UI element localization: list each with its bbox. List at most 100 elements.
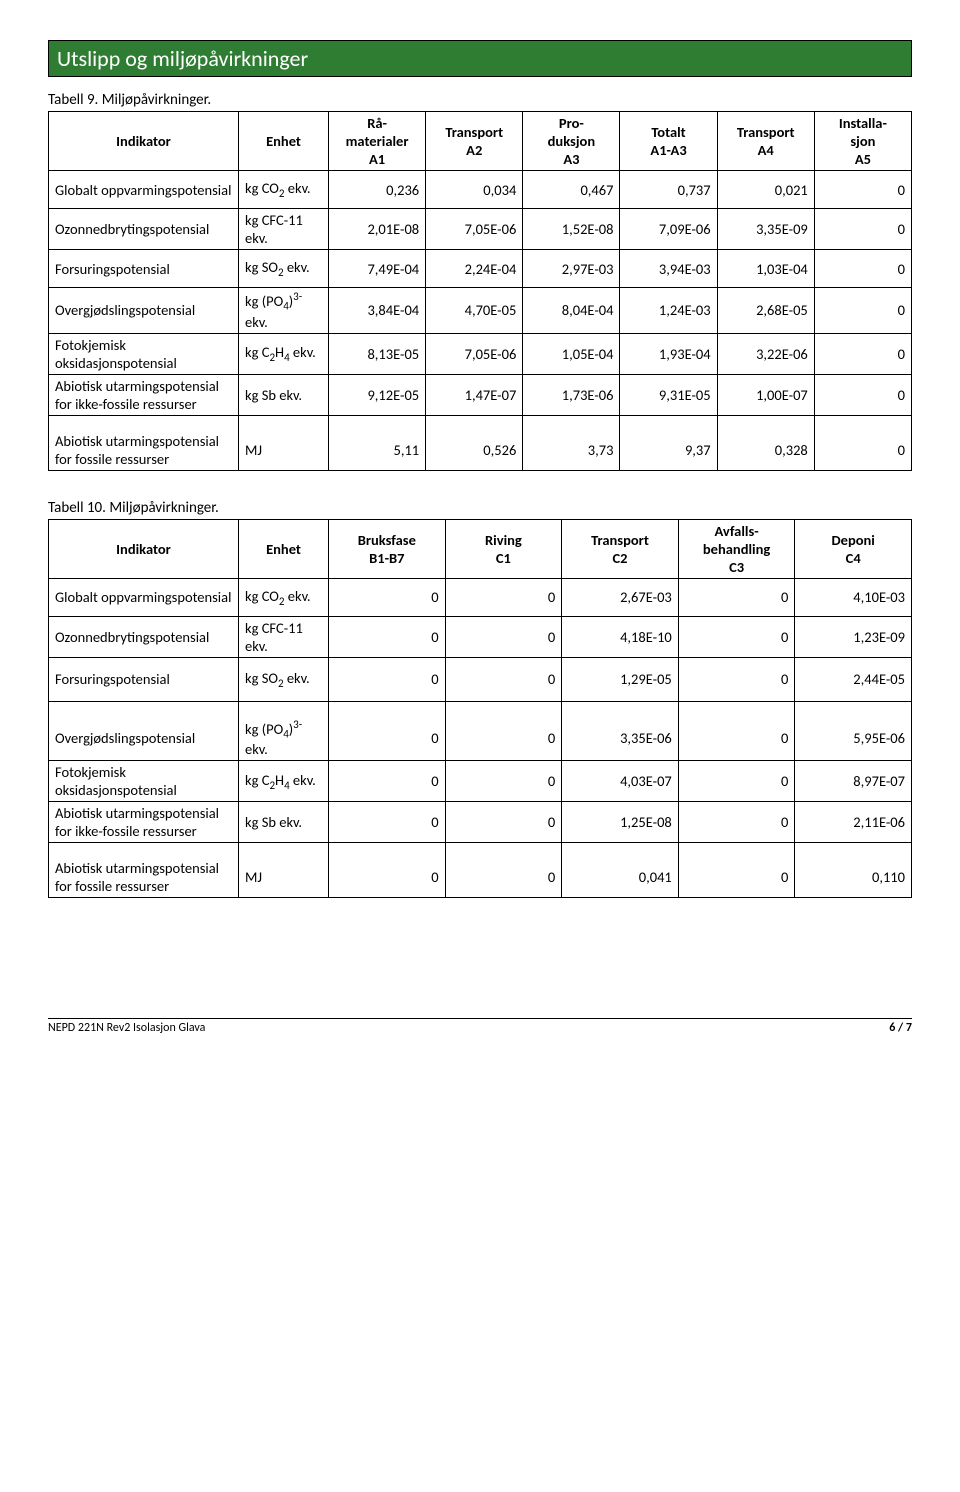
col-a3: Pro- duksjon A3: [523, 112, 620, 171]
cell-unit: kg C2H4 ekv.: [239, 761, 329, 802]
cell-value: 0: [814, 250, 911, 288]
cell-value: 8,04E-04: [523, 288, 620, 334]
cell-value: 2,11E-06: [795, 802, 912, 843]
cell-value: 0: [678, 701, 795, 761]
cell-value: 0,467: [523, 171, 620, 209]
cell-value: 2,68E-05: [717, 288, 814, 334]
col-b1b7: Bruksfase B1-B7: [329, 519, 446, 578]
cell-unit: kg SO2 ekv.: [239, 250, 329, 288]
cell-value: 3,22E-06: [717, 333, 814, 374]
footer-page: 6 / 7: [889, 1021, 912, 1035]
cell-value: 2,67E-03: [562, 578, 679, 616]
cell-unit: kg SO2 ekv.: [239, 657, 329, 701]
col-a1: Rå- materialer A1: [329, 112, 426, 171]
table-row: Abiotisk utarmingspotensial for fossile …: [49, 415, 912, 470]
cell-value: 0,328: [717, 415, 814, 470]
cell-value: 0,110: [795, 843, 912, 898]
col-indikator: Indikator: [49, 519, 239, 578]
cell-value: 0: [445, 616, 562, 657]
cell-unit: kg C2H4 ekv.: [239, 333, 329, 374]
cell-value: 1,73E-06: [523, 374, 620, 415]
cell-value: 0: [814, 209, 911, 250]
cell-value: 0: [445, 701, 562, 761]
cell-value: 0: [445, 578, 562, 616]
cell-indicator: Globalt oppvarmingspotensial: [49, 578, 239, 616]
cell-unit: kg (PO4)3- ekv.: [239, 288, 329, 334]
table-row: Ozonnedbrytingspotensialkg CFC-11 ekv.2,…: [49, 209, 912, 250]
cell-indicator: Forsuringspotensial: [49, 657, 239, 701]
cell-indicator: Fotokjemisk oksidasjonspotensial: [49, 333, 239, 374]
table-row: Abiotisk utarmingspotensial for fossile …: [49, 843, 912, 898]
cell-unit: kg CFC-11 ekv.: [239, 209, 329, 250]
table-header-row: Indikator Enhet Rå- materialer A1 Transp…: [49, 112, 912, 171]
cell-value: 3,35E-09: [717, 209, 814, 250]
cell-value: 1,23E-09: [795, 616, 912, 657]
cell-value: 3,35E-06: [562, 701, 679, 761]
cell-indicator: Abiotisk utarmingspotensial for ikke-fos…: [49, 802, 239, 843]
cell-value: 9,37: [620, 415, 717, 470]
cell-value: 0,021: [717, 171, 814, 209]
cell-value: 1,93E-04: [620, 333, 717, 374]
col-enhet: Enhet: [239, 519, 329, 578]
cell-value: 0: [329, 701, 446, 761]
cell-value: 7,49E-04: [329, 250, 426, 288]
table-header-row: Indikator Enhet Bruksfase B1-B7 Riving C…: [49, 519, 912, 578]
cell-value: 9,31E-05: [620, 374, 717, 415]
cell-value: 0: [678, 802, 795, 843]
cell-value: 4,70E-05: [426, 288, 523, 334]
cell-indicator: Fotokjemisk oksidasjonspotensial: [49, 761, 239, 802]
cell-value: 0: [678, 843, 795, 898]
table-row: Forsuringspotensialkg SO2 ekv.001,29E-05…: [49, 657, 912, 701]
cell-value: 0: [814, 374, 911, 415]
cell-value: 7,09E-06: [620, 209, 717, 250]
cell-value: 5,11: [329, 415, 426, 470]
cell-value: 0: [445, 843, 562, 898]
cell-value: 0: [678, 761, 795, 802]
cell-value: 1,03E-04: [717, 250, 814, 288]
col-a1a3: Totalt A1-A3: [620, 112, 717, 171]
table-row: Fotokjemisk oksidasjonspotensialkg C2H4 …: [49, 333, 912, 374]
cell-value: 1,29E-05: [562, 657, 679, 701]
table-row: Globalt oppvarmingspotensialkg CO2 ekv.0…: [49, 578, 912, 616]
table-10-wrap: Tabell 10. Miljøpåvirkninger. Indikator …: [48, 499, 912, 899]
col-c4: Deponi C4: [795, 519, 912, 578]
cell-value: 0: [329, 657, 446, 701]
cell-value: 0: [678, 657, 795, 701]
cell-value: 1,05E-04: [523, 333, 620, 374]
cell-unit: kg CO2 ekv.: [239, 171, 329, 209]
cell-indicator: Globalt oppvarmingspotensial: [49, 171, 239, 209]
table-row: Ozonnedbrytingspotensialkg CFC-11 ekv.00…: [49, 616, 912, 657]
cell-value: 4,18E-10: [562, 616, 679, 657]
cell-value: 0: [329, 616, 446, 657]
col-indikator: Indikator: [49, 112, 239, 171]
table-9: Indikator Enhet Rå- materialer A1 Transp…: [48, 111, 912, 471]
cell-value: 0: [678, 578, 795, 616]
cell-value: 0: [814, 333, 911, 374]
cell-indicator: Overgjødslingspotensial: [49, 701, 239, 761]
cell-value: 7,05E-06: [426, 209, 523, 250]
cell-value: 1,52E-08: [523, 209, 620, 250]
col-a2: Transport A2: [426, 112, 523, 171]
page: Utslipp og miljøpåvirkninger Tabell 9. M…: [0, 0, 960, 1055]
cell-value: 2,01E-08: [329, 209, 426, 250]
table-9-wrap: Tabell 9. Miljøpåvirkninger. Indikator E…: [48, 91, 912, 471]
cell-value: 5,95E-06: [795, 701, 912, 761]
cell-unit: kg (PO4)3- ekv.: [239, 701, 329, 761]
cell-value: 0,041: [562, 843, 679, 898]
cell-indicator: Abiotisk utarmingspotensial for ikke-fos…: [49, 374, 239, 415]
cell-value: 1,00E-07: [717, 374, 814, 415]
table-10-caption: Tabell 10. Miljøpåvirkninger.: [48, 499, 912, 517]
cell-value: 3,84E-04: [329, 288, 426, 334]
cell-value: 1,47E-07: [426, 374, 523, 415]
cell-value: 8,97E-07: [795, 761, 912, 802]
cell-unit: kg Sb ekv.: [239, 374, 329, 415]
cell-value: 0: [329, 761, 446, 802]
cell-value: 0,526: [426, 415, 523, 470]
col-c2: Transport C2: [562, 519, 679, 578]
cell-value: 0: [445, 657, 562, 701]
cell-value: 0: [445, 761, 562, 802]
cell-unit: kg CFC-11 ekv.: [239, 616, 329, 657]
table-row: Forsuringspotensialkg SO2 ekv.7,49E-042,…: [49, 250, 912, 288]
cell-value: 2,44E-05: [795, 657, 912, 701]
col-a4: Transport A4: [717, 112, 814, 171]
